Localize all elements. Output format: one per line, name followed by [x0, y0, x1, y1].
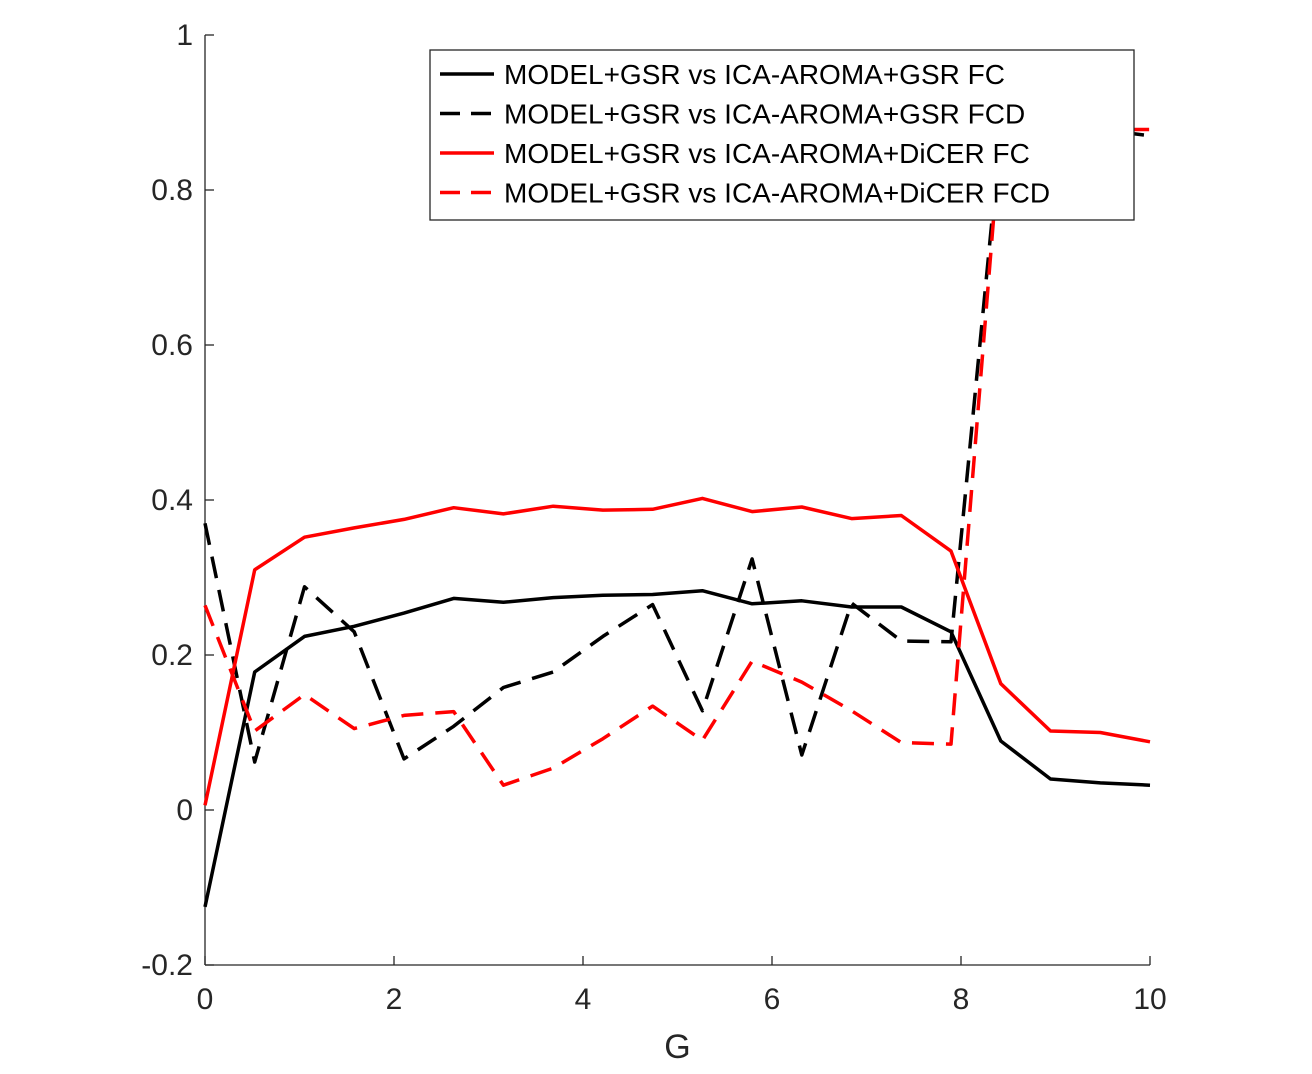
legend-box	[429, 49, 1135, 221]
series-line-3	[203, 496, 1151, 806]
legend-label-3: MODEL+GSR vs ICA-AROMA+DiCER FC	[504, 138, 1030, 169]
legend-label-1: MODEL+GSR vs ICA-AROMA+GSR FC	[504, 59, 1005, 90]
y-tick-label: -0.2	[141, 949, 193, 982]
y-tick-label: 0	[176, 794, 193, 827]
y-tick-label: 1	[176, 19, 193, 52]
y-tick-label: 0.2	[151, 639, 193, 672]
x-tick-label: 4	[575, 983, 592, 1016]
legend-label-4: MODEL+GSR vs ICA-AROMA+DiCER FCD	[504, 178, 1050, 209]
y-tick-label: 0.8	[151, 174, 193, 207]
x-axis-label: G	[664, 1028, 690, 1066]
legend: MODEL+GSR vs ICA-AROMA+GSR FC MODEL+GSR v…	[429, 49, 1135, 221]
ticks-layer: -0.200.20.40.60.810 2 4 6 8 10	[141, 19, 1166, 1016]
series-line-1	[203, 588, 1151, 908]
x-tick-label: 8	[953, 983, 970, 1016]
x-tick-label: 6	[764, 983, 781, 1016]
x-tick-label: 2	[386, 983, 403, 1016]
y-tick-label: 0.6	[151, 329, 193, 362]
series-line-2	[203, 127, 1151, 764]
series-line-4	[203, 127, 1150, 787]
y-tick-label: 0.4	[151, 484, 193, 517]
x-tick-label: 10	[1133, 983, 1166, 1016]
x-tick-label: 0	[197, 983, 214, 1016]
series-layer	[203, 127, 1151, 908]
legend-label-2: MODEL+GSR vs ICA-AROMA+GSR FCD	[504, 99, 1025, 130]
